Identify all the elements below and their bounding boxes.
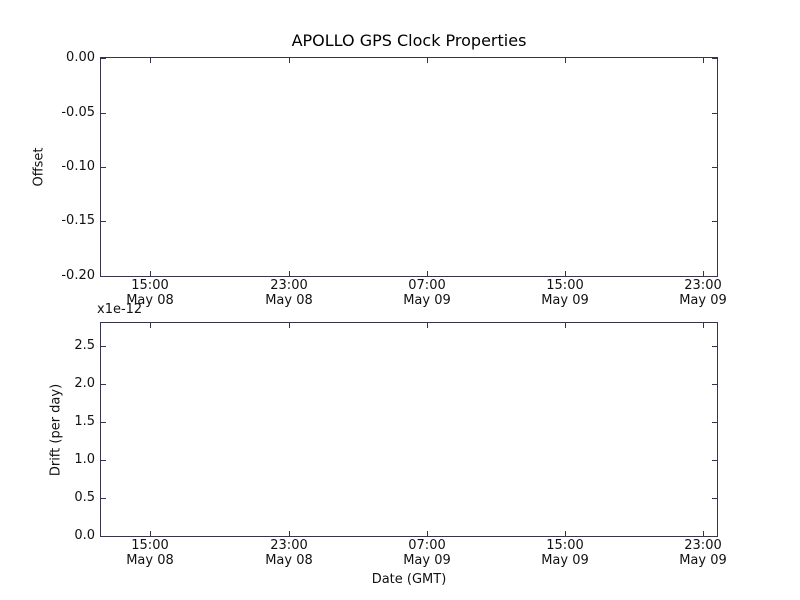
x-tick-time: 07:00 — [408, 538, 446, 553]
x-tick-mark — [150, 271, 151, 276]
x-tick-mark — [427, 531, 428, 536]
x-tick-label: 15:00 May 08 — [105, 278, 195, 308]
x-tick-date: May 08 — [126, 553, 174, 568]
x-tick-mark — [703, 58, 704, 63]
drift-scale-offset-text: x1e-12 — [97, 302, 143, 317]
y-tick-label: 2.0 — [74, 376, 95, 391]
x-tick-mark — [150, 58, 151, 63]
y-tick-label: 1.0 — [74, 452, 95, 467]
x-tick-mark — [565, 323, 566, 328]
x-tick-mark — [427, 323, 428, 328]
x-tick-mark — [703, 531, 704, 536]
y-tick-mark — [712, 422, 717, 423]
x-tick-mark — [565, 271, 566, 276]
x-tick-label: 23:00 May 08 — [244, 538, 334, 568]
y-tick-mark — [101, 346, 106, 347]
x-tick-mark — [150, 531, 151, 536]
x-tick-label: 23:00 May 08 — [244, 278, 334, 308]
y-tick-mark — [101, 276, 106, 277]
x-tick-label: 15:00 May 08 — [105, 538, 195, 568]
x-tick-label: 07:00 May 09 — [382, 538, 472, 568]
x-tick-mark — [565, 531, 566, 536]
y-tick-mark — [101, 221, 106, 222]
x-tick-mark — [703, 271, 704, 276]
x-tick-mark — [289, 58, 290, 63]
y-tick-mark — [712, 113, 717, 114]
y-tick-label: -0.15 — [61, 213, 95, 228]
x-tick-date: May 09 — [403, 553, 451, 568]
x-tick-time: 15:00 — [131, 278, 169, 293]
y-tick-mark — [712, 221, 717, 222]
y-tick-mark — [712, 167, 717, 168]
x-tick-label: 23:00 May 09 — [658, 538, 748, 568]
y-tick-mark — [101, 422, 106, 423]
y-tick-label: -0.20 — [61, 268, 95, 283]
y-tick-label: 0.5 — [74, 490, 95, 505]
x-tick-time: 15:00 — [546, 538, 584, 553]
y-tick-mark — [101, 498, 106, 499]
x-tick-date: May 08 — [265, 293, 313, 308]
x-tick-mark — [703, 323, 704, 328]
x-tick-date: May 08 — [265, 553, 313, 568]
y-tick-mark — [712, 536, 717, 537]
x-tick-label: 07:00 May 09 — [382, 278, 472, 308]
x-tick-label: 23:00 May 09 — [658, 278, 748, 308]
x-tick-label: 15:00 May 09 — [520, 538, 610, 568]
x-tick-mark — [289, 531, 290, 536]
x-tick-time: 15:00 — [546, 278, 584, 293]
x-tick-time: 07:00 — [408, 278, 446, 293]
x-tick-time: 23:00 — [270, 538, 308, 553]
x-axis-label: Date (GMT) — [371, 572, 447, 587]
x-tick-date: May 09 — [679, 553, 727, 568]
y-tick-mark — [101, 460, 106, 461]
y-tick-mark — [712, 384, 717, 385]
y-tick-label: 1.5 — [74, 414, 95, 429]
x-tick-date: May 09 — [541, 293, 589, 308]
x-tick-time: 23:00 — [684, 538, 722, 553]
x-tick-mark — [565, 58, 566, 63]
x-tick-mark — [289, 271, 290, 276]
y-tick-mark — [101, 58, 106, 59]
y-tick-mark — [101, 167, 106, 168]
x-tick-mark — [427, 271, 428, 276]
y-tick-mark — [712, 276, 717, 277]
x-tick-mark — [289, 323, 290, 328]
x-tick-date: May 09 — [403, 293, 451, 308]
y-tick-mark — [101, 536, 106, 537]
y-tick-label: 0.00 — [66, 50, 95, 65]
x-tick-time: 23:00 — [270, 278, 308, 293]
y-tick-label: -0.05 — [61, 105, 95, 120]
y-tick-label: 2.5 — [74, 338, 95, 353]
x-tick-time: 15:00 — [131, 538, 169, 553]
drift-subplot-axes: 15:00 May 08 23:00 May 08 07:00 May 09 15:00 Ma… — [74, 322, 727, 568]
y-tick-mark — [712, 346, 717, 347]
x-tick-mark — [427, 58, 428, 63]
x-tick-mark — [150, 323, 151, 328]
x-tick-date: May 09 — [679, 293, 727, 308]
x-tick-label: 15:00 May 09 — [520, 278, 610, 308]
x-tick-date: May 09 — [541, 553, 589, 568]
y-tick-mark — [101, 113, 106, 114]
y-tick-mark — [712, 58, 717, 59]
y-tick-label: 0.0 — [74, 528, 95, 543]
y-tick-mark — [712, 460, 717, 461]
x-tick-time: 23:00 — [684, 278, 722, 293]
y-tick-mark — [712, 498, 717, 499]
figure-title: APOLLO GPS Clock Properties — [291, 31, 527, 50]
y-tick-mark — [101, 384, 106, 385]
x-tick-date: May 08 — [126, 293, 174, 308]
y-tick-label: -0.10 — [61, 159, 95, 174]
offset-subplot-axes: 15:00 May 08 23:00 May 08 07:00 May 09 15:00 Ma… — [61, 50, 726, 308]
